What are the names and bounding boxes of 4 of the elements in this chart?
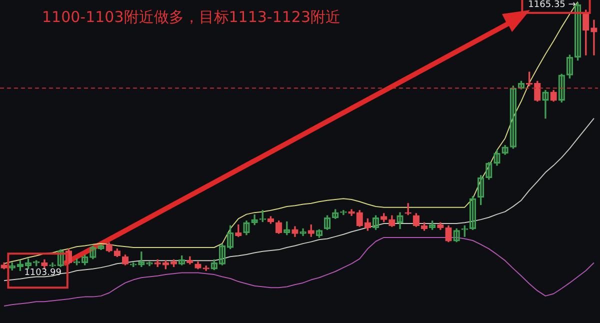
annotation: 1103.99	[24, 268, 62, 278]
annotation: 1165.35 →	[528, 0, 576, 10]
text: 1100-1103附近做多，目标1113-1123附近	[42, 8, 341, 27]
candlestick	[590, 20, 598, 56]
